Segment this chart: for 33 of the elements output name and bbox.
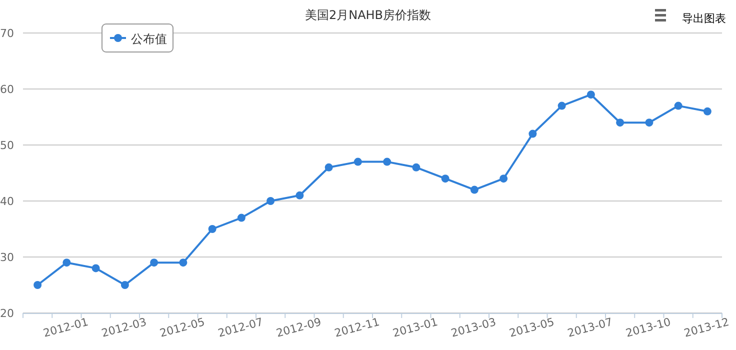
point [92, 264, 100, 272]
point [34, 281, 42, 289]
point [266, 197, 275, 205]
legend-label: 公布值 [131, 32, 167, 46]
text: 导出图表 [682, 12, 726, 25]
point [354, 158, 362, 166]
point [500, 174, 508, 183]
point [674, 102, 682, 110]
point [470, 186, 478, 194]
point [324, 163, 333, 172]
point [179, 258, 188, 267]
chart-title: 美国2月NAHB房价指数 [304, 8, 432, 22]
y-tick-label: 30 [0, 251, 14, 264]
point [383, 158, 392, 166]
y-tick-label: 40 [0, 195, 14, 208]
point [237, 214, 246, 222]
y-tick-label: 20 [0, 307, 14, 320]
point [62, 258, 71, 267]
point [296, 191, 304, 200]
point [616, 118, 624, 127]
point [120, 281, 129, 289]
point [586, 90, 595, 99]
point [645, 118, 654, 127]
point [528, 130, 537, 138]
point [412, 163, 420, 172]
point [150, 258, 158, 267]
point [208, 225, 216, 233]
y-tick-label: 60 [0, 83, 14, 96]
y-tick-label: 70 [0, 27, 14, 40]
point [558, 102, 566, 110]
point [441, 174, 450, 183]
y-tick-label: 50 [0, 139, 14, 152]
point [703, 107, 712, 116]
